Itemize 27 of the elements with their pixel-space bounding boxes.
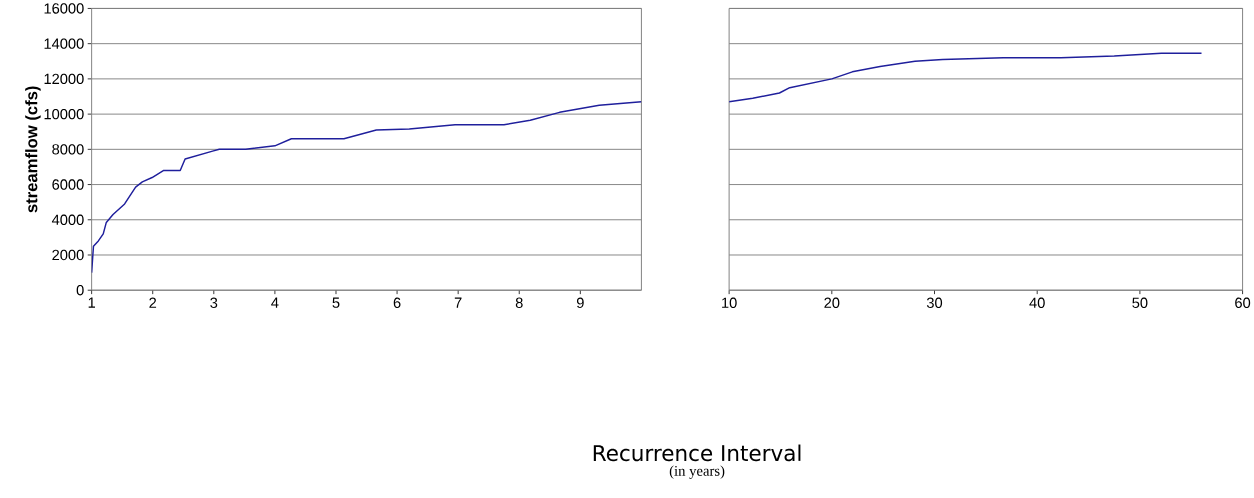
x-axis-title: Recurrence Interval — [593, 444, 801, 462]
x-tick-label: 5 — [332, 297, 340, 308]
x-tick-label: 20 — [824, 297, 840, 308]
y-tick-label: 0 — [76, 285, 84, 296]
y-tick-label: 10000 — [44, 108, 84, 120]
x-tick-label: 2 — [149, 297, 157, 308]
x-tick-label: 40 — [1029, 297, 1045, 308]
x-tick-label: 6 — [393, 297, 401, 308]
x-tick-label: 3 — [210, 297, 218, 308]
y-axis-title: streamflow (cfs) — [25, 86, 41, 213]
y-tick-label: 2000 — [52, 249, 84, 261]
x-tick-label: 30 — [926, 297, 943, 308]
x-tick-label: 7 — [454, 297, 462, 308]
y-tick-label: 4000 — [51, 214, 84, 225]
y-tick-label: 8000 — [52, 144, 84, 155]
x-tick-label: 9 — [576, 297, 584, 308]
y-tick-label: 16000 — [44, 3, 84, 14]
y-tick-label: 12000 — [44, 73, 84, 85]
x-tick-label: 10 — [722, 297, 737, 308]
text: (in years) — [669, 465, 725, 479]
x-tick-label: 60 — [1235, 297, 1251, 308]
x-tick-label: 50 — [1132, 297, 1148, 308]
x-tick-label: 1 — [88, 297, 95, 308]
x-tick-label: 4 — [271, 297, 279, 308]
y-tick-label: 6000 — [52, 179, 84, 190]
x-tick-label: 8 — [515, 297, 523, 308]
y-tick-label: 14000 — [44, 38, 84, 49]
